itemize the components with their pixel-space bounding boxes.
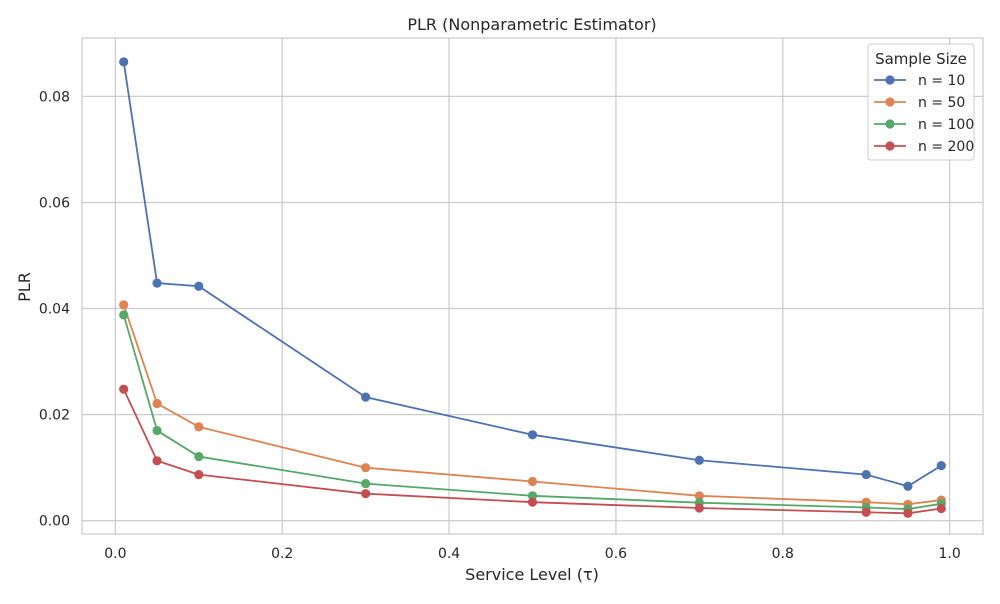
- data-point: [361, 489, 371, 499]
- series-4: [119, 384, 946, 518]
- data-point: [152, 398, 162, 409]
- data-point: [194, 469, 204, 480]
- series-1: [119, 57, 946, 491]
- data-point: [527, 491, 538, 501]
- y-tick-label: 0.06: [39, 195, 70, 211]
- data-point: [119, 310, 129, 320]
- x-tick-label: 0.4: [438, 546, 460, 562]
- legend-label: n = 50: [918, 95, 965, 111]
- legend-item: n = 100: [874, 117, 974, 133]
- data-point: [903, 508, 913, 518]
- x-tick-label: 1.0: [938, 546, 960, 562]
- legend-marker: [885, 141, 895, 151]
- y-tick-label: 0.08: [39, 89, 70, 105]
- legend: Sample Size n = 10 n = 50 n = 100 n = 200: [867, 43, 975, 161]
- x-tick-label: 0.0: [104, 546, 126, 562]
- x-tick-label: 0.6: [605, 546, 627, 562]
- y-tick-label: 0.00: [39, 514, 70, 530]
- data-point: [194, 422, 204, 432]
- y-tick-label: 0.02: [39, 408, 70, 424]
- data-point: [694, 503, 704, 513]
- data-point: [152, 456, 162, 466]
- data-point: [119, 300, 129, 310]
- data-point: [936, 503, 946, 514]
- legend-box: [867, 43, 975, 161]
- legend-title: Sample Size: [875, 50, 967, 68]
- data-point: [694, 455, 704, 465]
- data-point: [194, 281, 204, 291]
- series-3: [119, 310, 946, 514]
- data-point: [361, 479, 371, 489]
- x-tick-label: 0.2: [271, 546, 293, 562]
- data-point: [861, 507, 871, 517]
- y-tick-label: 0.04: [39, 302, 70, 318]
- legend-label: n = 10: [918, 73, 965, 89]
- data-point: [527, 430, 538, 440]
- y-axis-ticks: 0.00 0.02 0.04 0.06 0.08: [39, 89, 70, 529]
- x-axis-label: Service Level (τ): [465, 565, 599, 584]
- data-point: [936, 460, 946, 471]
- data-point: [527, 476, 538, 487]
- data-point: [861, 469, 871, 480]
- data-point: [903, 481, 913, 491]
- legend-items: n = 10 n = 50 n = 100 n = 200: [874, 73, 974, 155]
- plot-area-frame: [81, 37, 984, 535]
- data-point: [152, 278, 162, 288]
- data-point: [527, 497, 538, 507]
- y-axis-label: PLR: [15, 272, 34, 302]
- series-line: [122, 304, 942, 506]
- legend-item: n = 10: [874, 73, 965, 89]
- chart-title: PLR (Nonparametric Estimator): [407, 15, 656, 34]
- data-point: [694, 491, 704, 501]
- data-point: [119, 384, 129, 394]
- legend-marker: [885, 75, 895, 85]
- legend-label: n = 200: [918, 139, 974, 155]
- series-2: [119, 300, 946, 509]
- series-line: [122, 61, 942, 488]
- data-point: [119, 57, 129, 67]
- data-point: [194, 451, 204, 462]
- legend-item: n = 50: [874, 95, 965, 111]
- legend-label: n = 100: [918, 117, 974, 133]
- series-layer: [119, 57, 946, 518]
- data-point: [361, 463, 371, 473]
- legend-marker: [885, 119, 895, 129]
- legend-marker: [885, 97, 895, 107]
- x-axis-ticks: 0.0 0.2 0.4 0.6 0.8 1.0: [104, 546, 961, 562]
- data-point: [361, 392, 371, 402]
- x-tick-label: 0.8: [772, 546, 794, 562]
- legend-item: n = 200: [874, 139, 974, 155]
- data-point: [152, 425, 162, 436]
